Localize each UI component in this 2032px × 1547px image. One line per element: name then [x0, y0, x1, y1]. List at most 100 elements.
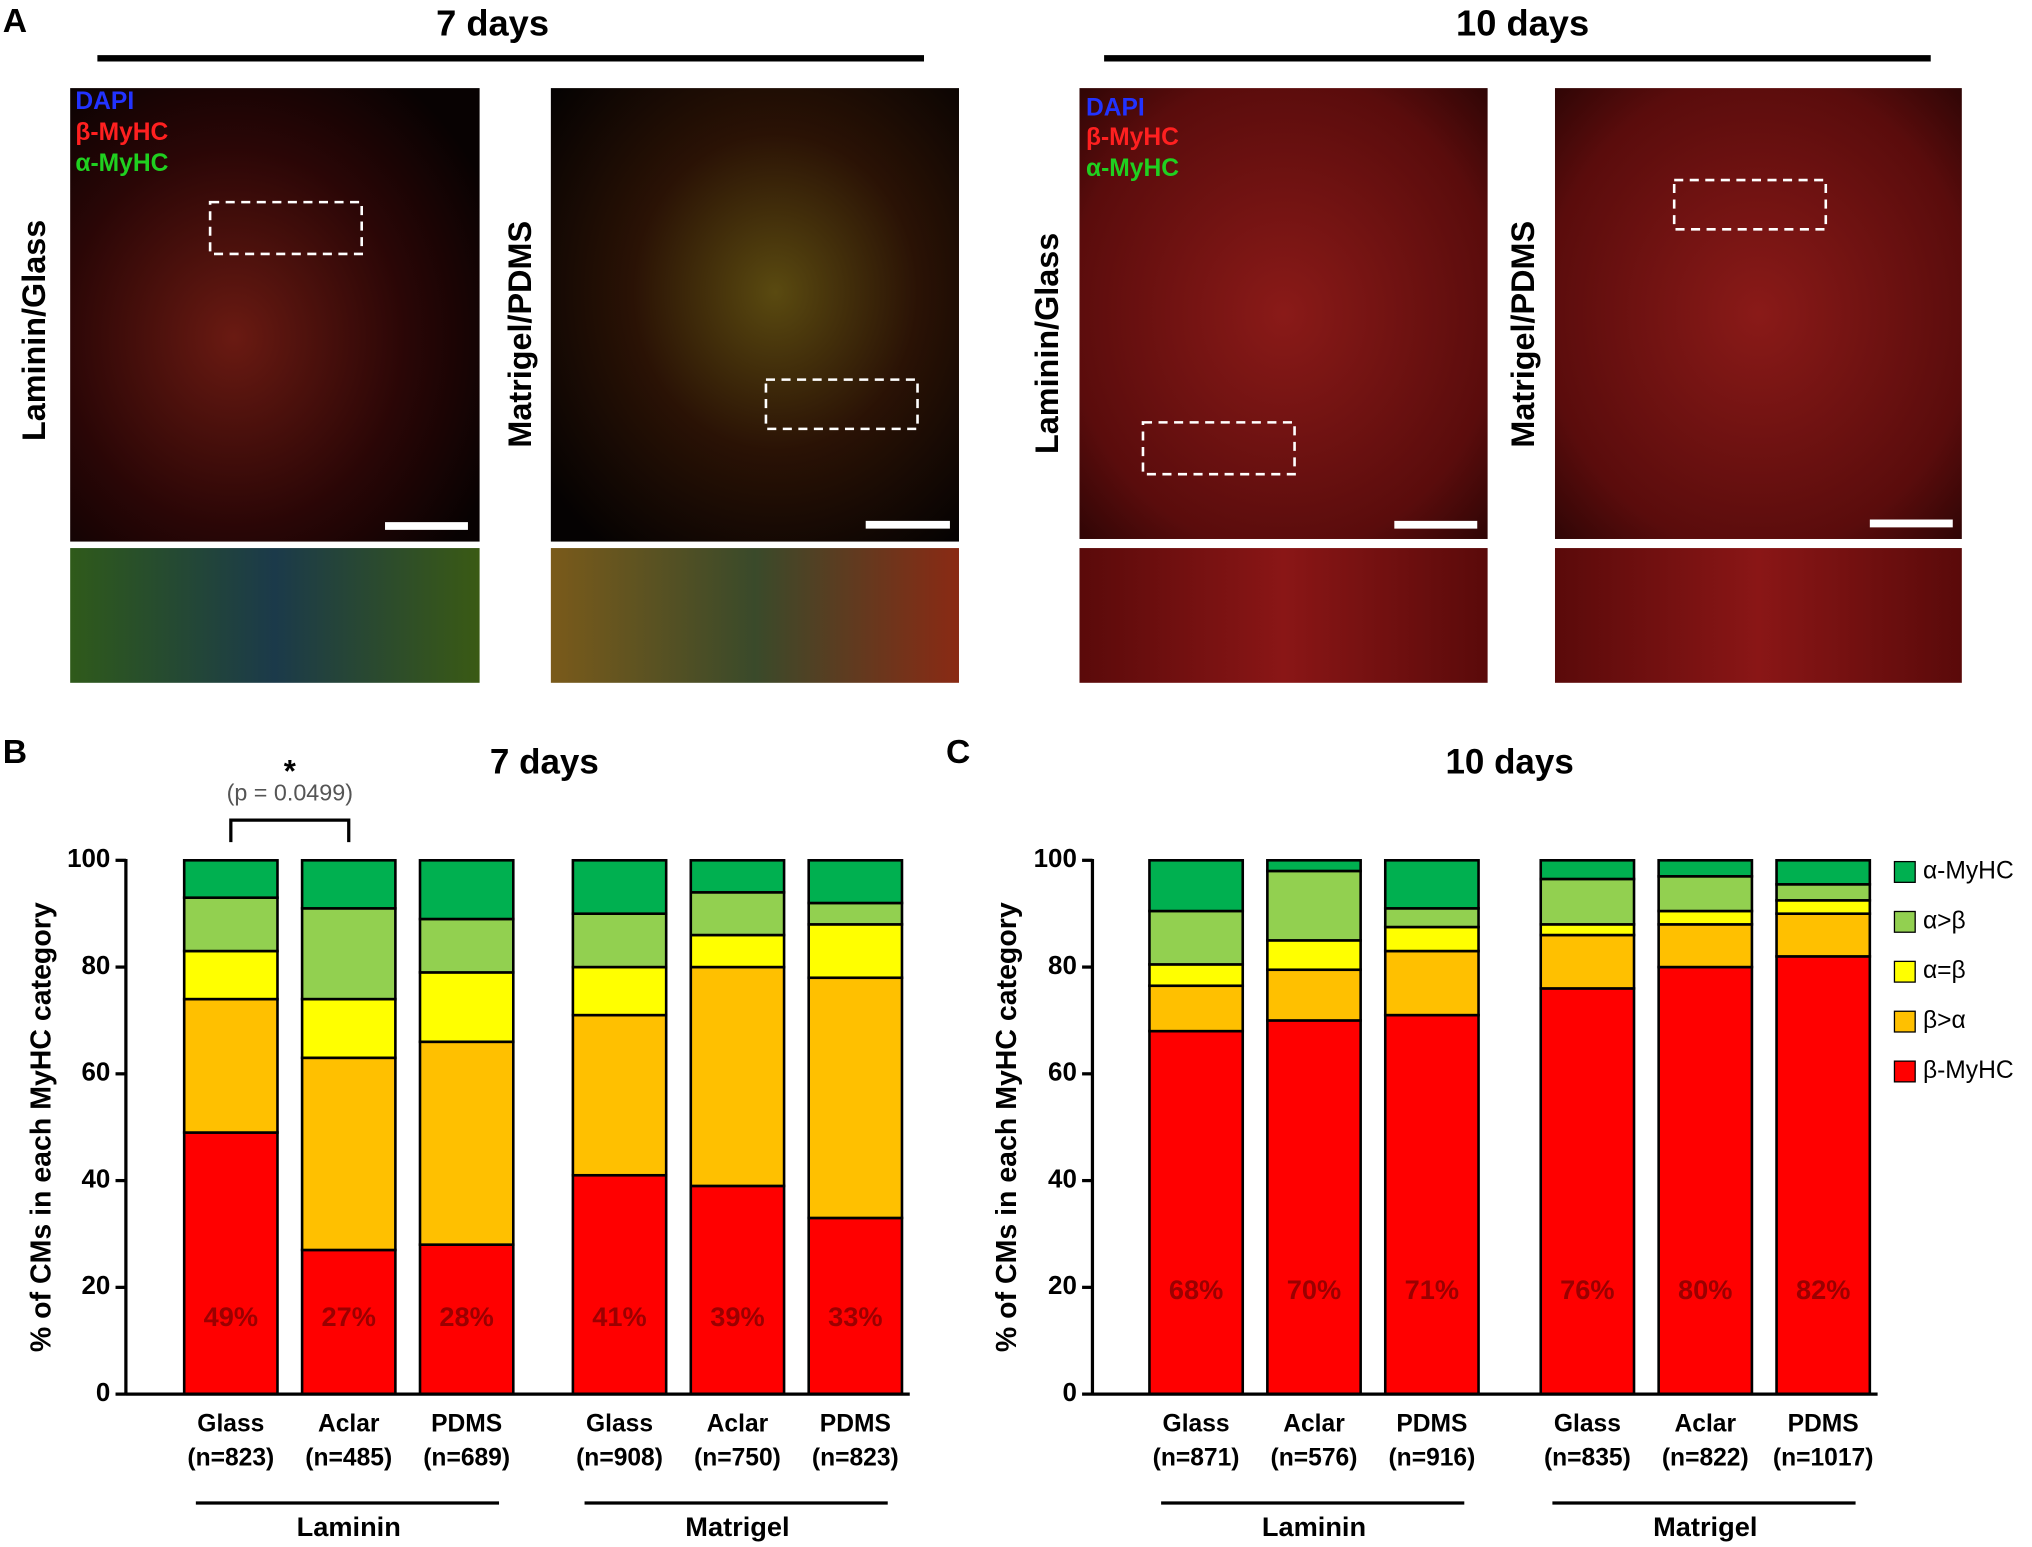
timepoint-title: 10 days	[1456, 2, 1589, 43]
y-tick-label: 20	[1048, 1272, 1077, 1300]
significance-star: *	[284, 754, 297, 789]
bar-segment	[182, 1131, 279, 1396]
channel-label: DAPI	[1086, 94, 1145, 121]
bar-segment	[418, 1243, 515, 1396]
timepoint-title: 7 days	[436, 2, 549, 43]
channel-label: α-MyHC	[1086, 155, 1179, 182]
condition-label: Laminin/Glass	[1029, 233, 1065, 454]
x-tick-label: Glass	[586, 1411, 653, 1438]
micrograph	[550, 88, 959, 542]
x-tick-note: (n=1017)	[1773, 1444, 1874, 1471]
bar-segment	[300, 997, 397, 1060]
bar-segment	[1539, 877, 1636, 926]
bar-segment	[1657, 875, 1754, 913]
bar-segment	[182, 949, 279, 1001]
bar-segment	[1775, 859, 1872, 886]
bar-segment	[418, 859, 515, 921]
y-tick-label: 80	[1048, 952, 1077, 980]
x-tick-label: PDMS	[820, 1411, 891, 1438]
y-tick-label: 40	[1048, 1165, 1077, 1193]
bar-segment	[1266, 859, 1362, 873]
x-tick-label: Glass	[1554, 1411, 1621, 1438]
legend-swatch	[1893, 1010, 1916, 1033]
bar-segment	[1539, 859, 1636, 881]
value-label: 41%	[592, 1301, 646, 1332]
value-label: 82%	[1796, 1274, 1850, 1305]
bar-segment	[1383, 1013, 1480, 1396]
x-tick-note: (n=908)	[576, 1444, 663, 1471]
x-tick-label: Aclar	[318, 1411, 380, 1438]
legend-label: β-MyHC	[1923, 1057, 2014, 1084]
micrograph-inset	[70, 548, 480, 683]
bar-segment	[1266, 869, 1362, 942]
x-tick-note: (n=750)	[694, 1444, 781, 1471]
y-tick-label: 0	[96, 1379, 110, 1407]
value-label: 27%	[322, 1301, 376, 1332]
bar-segment	[182, 997, 279, 1134]
p-value: (p = 0.0499)	[227, 779, 353, 805]
bar-segment	[1148, 1029, 1245, 1396]
y-tick-label: 40	[82, 1165, 111, 1193]
condition-label: Matrigel/PDMS	[1505, 221, 1541, 448]
bar-segment	[1148, 984, 1245, 1033]
bar-segment	[1657, 859, 1754, 878]
y-axis-label: % of CMs in each MyHC category	[26, 902, 58, 1352]
inset-box	[764, 378, 919, 431]
bar-segment	[1775, 912, 1872, 958]
bar-segment	[1266, 968, 1362, 1022]
bar-segment	[1383, 949, 1480, 1017]
bar-segment	[300, 1056, 397, 1252]
x-tick-label: Aclar	[707, 1411, 769, 1438]
bar-segment	[1657, 965, 1754, 1396]
y-tick-label: 20	[82, 1272, 111, 1300]
value-label: 28%	[439, 1301, 493, 1332]
legend-swatch	[1893, 860, 1916, 883]
x-tick-note: (n=835)	[1544, 1444, 1631, 1471]
x-tick-label: Aclar	[1675, 1411, 1737, 1438]
bar-segment	[571, 965, 668, 1017]
legend-label: α=β	[1923, 957, 1966, 984]
micrograph-inset	[1554, 548, 1962, 683]
x-tick-label: PDMS	[1396, 1411, 1467, 1438]
x-tick-note: (n=871)	[1153, 1444, 1240, 1471]
value-label: 33%	[828, 1301, 882, 1332]
micrograph	[1554, 88, 1962, 539]
y-tick-label: 0	[1062, 1379, 1076, 1407]
panel-label: A	[3, 3, 27, 40]
y-axis-label: % of CMs in each MyHC category	[991, 902, 1023, 1352]
y-tick-label: 100	[1034, 845, 1077, 873]
legend-label: α>β	[1923, 907, 1966, 934]
bar-segment	[1383, 859, 1480, 910]
channel-label: β-MyHC	[75, 119, 168, 146]
bar-segment	[1148, 963, 1245, 988]
bar-segment	[1266, 1019, 1362, 1396]
x-tick-note: (n=823)	[812, 1444, 899, 1471]
x-tick-label: Aclar	[1283, 1411, 1345, 1438]
chart-title: 10 days	[1445, 743, 1573, 782]
group-label: Laminin	[1262, 1511, 1366, 1542]
x-tick-label: PDMS	[431, 1411, 502, 1438]
value-label: 76%	[1560, 1274, 1614, 1305]
bar-segment	[571, 859, 668, 915]
value-label: 71%	[1405, 1274, 1459, 1305]
value-label: 49%	[204, 1301, 258, 1332]
bar-segment	[1539, 923, 1636, 937]
bar-segment	[807, 859, 904, 905]
micrograph-inset	[1079, 548, 1488, 683]
bar-segment	[1383, 925, 1480, 953]
micrograph	[70, 88, 480, 542]
channel-label: α-MyHC	[75, 150, 168, 177]
bar-segment	[689, 859, 786, 894]
group-label: Matrigel	[1653, 1511, 1757, 1542]
bar-segment	[571, 1013, 668, 1177]
panel-label: B	[3, 734, 27, 771]
x-tick-note: (n=485)	[305, 1444, 392, 1471]
chart-title: 7 days	[490, 743, 599, 782]
micrograph	[1079, 88, 1488, 539]
panel-label: C	[946, 734, 970, 771]
bar-segment	[1657, 909, 1754, 926]
bar-segment	[1539, 933, 1636, 990]
bar-segment	[182, 859, 279, 899]
